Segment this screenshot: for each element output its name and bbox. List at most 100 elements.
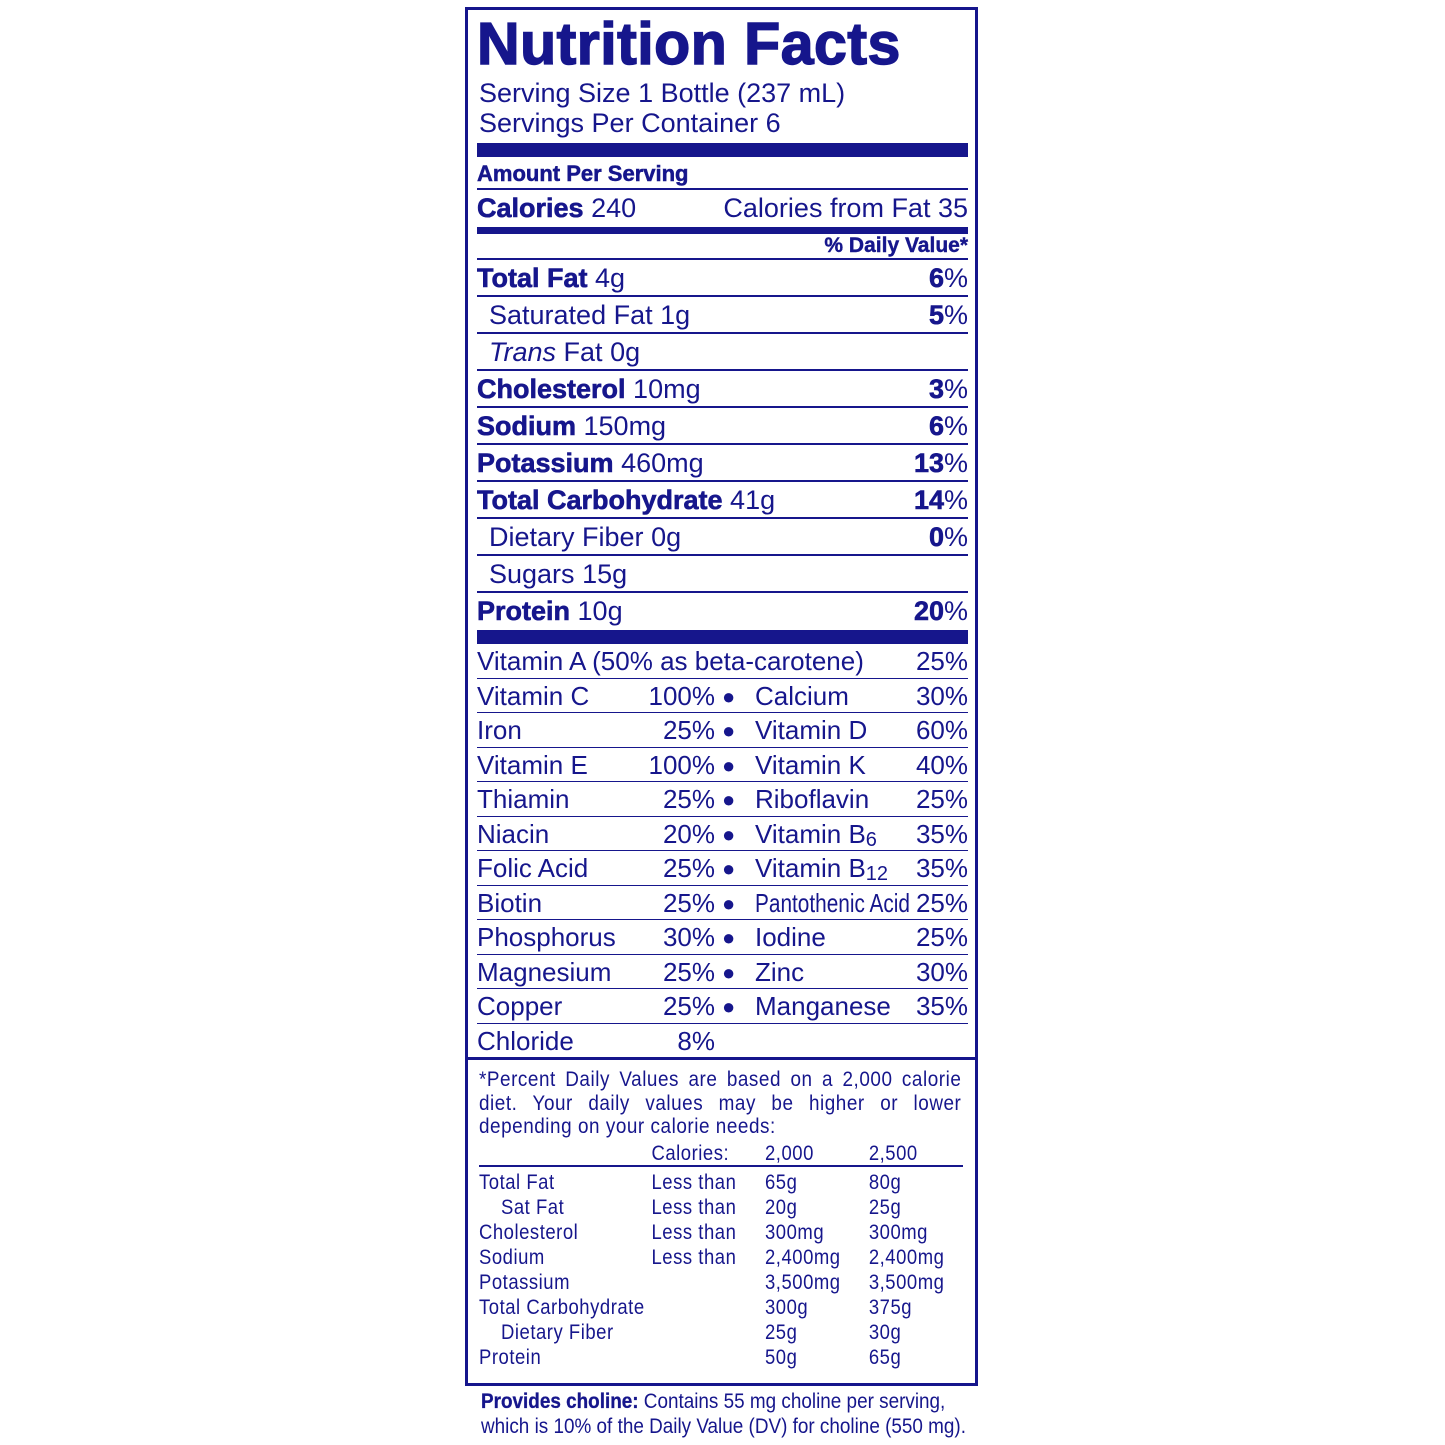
nutrient-name: Total Carbohydrate 41g	[477, 485, 776, 516]
vitamin-left-name: Biotin	[477, 887, 543, 918]
label-title: Nutrition Facts	[476, 10, 901, 78]
nutrient-row: Dietary Fiber 0g 0%	[477, 519, 968, 556]
dv-header-calories: Calories:	[651, 1141, 730, 1165]
vitamin-a-pct: 25%	[915, 646, 968, 676]
nutrient-pct: 14%	[913, 485, 968, 516]
nutrient-name: Cholesterol 10mg	[477, 374, 701, 405]
vitamin-left-pct: 25%	[662, 715, 715, 745]
vitamin-row: Iron 25% ● Vitamin D 60%	[477, 713, 968, 748]
dv-table-row: Total Carbohydrate 300g 375g	[479, 1295, 963, 1320]
vitamin-left-pct: 100%	[648, 749, 716, 780]
nutrient-amount: 4g	[595, 263, 626, 293]
nutrient-amount: 15g	[582, 559, 628, 589]
vitamin-left-pct: 100%	[648, 680, 716, 711]
dv-table-cell: 65g	[868, 1345, 902, 1369]
vitamin-right-pct: 30%	[915, 956, 968, 987]
nutrition-facts-label: Nutrition Facts Serving Size 1 Bottle (2…	[465, 7, 978, 1386]
nutrient-amount: 0g	[651, 522, 682, 552]
vitamin-left-pct: 25%	[662, 991, 715, 1021]
nutrient-amount: 150mg	[583, 411, 667, 441]
dv-table-row: Total Fat Less than 65g 80g	[479, 1170, 963, 1195]
bullet-icon: ●	[722, 959, 736, 985]
nutrient-row: Total Carbohydrate 41g 14%	[477, 482, 968, 519]
nutrient-name: Total Fat 4g	[477, 263, 626, 294]
vitamin-right-pct: 35%	[915, 991, 968, 1021]
dv-table-cell: Less than	[651, 1220, 737, 1244]
vitamin-right-name: Zinc	[755, 956, 805, 987]
footnote-divider	[468, 1057, 975, 1060]
bullet-icon: ●	[722, 994, 736, 1019]
vitamin-left-pct: 25%	[662, 956, 715, 987]
nutrient-pct: 0%	[928, 522, 968, 553]
nutrient-name: Potassium 460mg	[477, 448, 704, 479]
medium-divider	[477, 227, 968, 234]
nutrient-row: Cholesterol 10mg 3%	[477, 371, 968, 408]
nutrient-name: Protein 10g	[477, 596, 623, 627]
vitamin-right-pct: 25%	[915, 887, 968, 918]
nutrient-amount: 1g	[660, 300, 691, 330]
dv-table-cell: Less than	[651, 1245, 737, 1269]
bullet-icon: ●	[722, 752, 736, 778]
bullet-icon: ●	[722, 718, 736, 743]
vitamin-right-pct: 25%	[915, 784, 968, 814]
nutrient-list: Total Fat 4g 6% Saturated Fat 1g 5% Trans Fa…	[477, 260, 968, 630]
nutrient-row: Protein 10g 20%	[477, 593, 968, 630]
bullet-icon: ●	[722, 787, 736, 812]
dv-table-cell: 20g	[765, 1195, 798, 1219]
dv-table-cell: Potassium	[479, 1270, 571, 1294]
vitamin-left-name: Vitamin C	[477, 680, 590, 711]
dv-table-cell: 2,400mg	[765, 1245, 841, 1269]
vitamin-row: Vitamin A (50% as beta-carotene) 25%	[477, 644, 968, 679]
vitamin-right-name: Manganese	[755, 991, 891, 1021]
nutrient-pct: 20%	[913, 596, 968, 627]
vitamin-right-pct: 25%	[915, 922, 968, 952]
vitamin-row: Niacin 20% ● Vitamin B6 35%	[477, 817, 968, 851]
dv-table-header: Calories: 2,000 2,500	[479, 1141, 963, 1167]
bullet-icon: ●	[722, 890, 736, 916]
thick-divider	[477, 630, 968, 644]
daily-value-header: % Daily Value*	[477, 234, 968, 260]
vitamin-left-pct: 25%	[662, 853, 715, 883]
amount-per-serving: Amount Per Serving	[477, 157, 968, 190]
vitamin-right-name: Pantothenic Acid	[755, 887, 910, 918]
dv-table-row: Protein 50g 65g	[479, 1345, 963, 1370]
vitamin-row: Copper 25% ● Manganese 35%	[477, 989, 968, 1024]
vitamin-left-name: Iron	[477, 715, 522, 745]
vitamin-list: Vitamin C 100% ● Calcium 30% Iron 25% ● Vitamin …	[477, 679, 968, 1024]
vitamin-right-name: Riboflavin	[755, 784, 870, 814]
nutrient-name: Sodium 150mg	[477, 411, 667, 442]
nutrient-amount: 10mg	[633, 374, 701, 404]
dv-table-cell: 3,500mg	[765, 1270, 841, 1294]
nutrient-row: Saturated Fat 1g 5%	[477, 297, 968, 334]
nutrient-name: Dietary Fiber 0g	[489, 522, 682, 552]
nutrient-pct: 13%	[913, 448, 968, 479]
vitamin-row: Vitamin E 100% ● Vitamin K 40%	[477, 748, 968, 782]
dv-table-cell: 80g	[868, 1170, 902, 1194]
vitamin-left-name: Phosphorus	[477, 922, 616, 952]
dv-table-cell: 2,400mg	[868, 1245, 945, 1269]
nutrient-row: Total Fat 4g 6%	[477, 260, 968, 297]
dv-table-cell: Protein	[479, 1345, 542, 1369]
dv-table-cell: 30g	[868, 1320, 902, 1344]
vitamin-row: Magnesium 25% ● Zinc 30%	[477, 955, 968, 989]
dv-table-row: Potassium 3,500mg 3,500mg	[479, 1270, 963, 1295]
dv-table-row: Sodium Less than 2,400mg 2,400mg	[479, 1245, 963, 1270]
choline-label: Provides choline:	[481, 1390, 639, 1413]
vitamin-right-name: Vitamin B6	[755, 818, 877, 851]
vitamin-right-name: Vitamin K	[755, 749, 866, 780]
vitamin-right-pct: 30%	[915, 680, 968, 711]
footnote-section: *Percent Daily Values are based on a 2,0…	[468, 1060, 975, 1370]
bullet-icon: ●	[722, 925, 736, 950]
nutrient-pct: 3%	[928, 374, 968, 405]
dv-table-cell: Sat Fat	[501, 1195, 565, 1219]
chloride-name: Chloride	[477, 1025, 574, 1056]
dv-table-cell: 300mg	[868, 1220, 928, 1244]
daily-value-table: Calories: 2,000 2,500 Total Fat Less than…	[479, 1141, 963, 1370]
nutrient-row: Trans Fat 0g	[477, 334, 968, 371]
vitamin-right-name: Vitamin D	[755, 715, 868, 745]
dv-header-2000: 2,000	[765, 1141, 814, 1165]
nutrient-amount: 10g	[577, 596, 623, 626]
servings-per-container: Servings Per Container 6	[479, 108, 781, 138]
nutrient-pct: 6%	[928, 411, 968, 442]
nutrient-name: Trans Fat 0g	[489, 337, 641, 367]
